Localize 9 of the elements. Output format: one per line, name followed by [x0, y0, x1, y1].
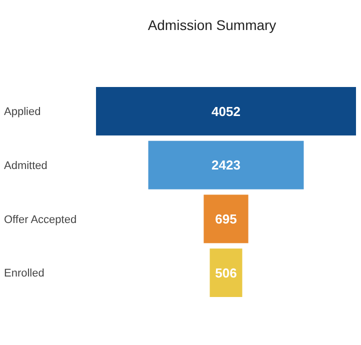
category-label: Applied — [4, 106, 41, 118]
data-label: 506 — [215, 265, 237, 280]
data-label: 2423 — [212, 158, 240, 173]
category-label: Offer Accepted — [4, 214, 77, 226]
category-label: Enrolled — [4, 268, 44, 280]
text: Admission Summary — [148, 17, 276, 33]
data-label: 695 — [215, 211, 237, 226]
data-label: 4052 — [212, 104, 240, 119]
category-label: Admitted — [4, 160, 48, 172]
